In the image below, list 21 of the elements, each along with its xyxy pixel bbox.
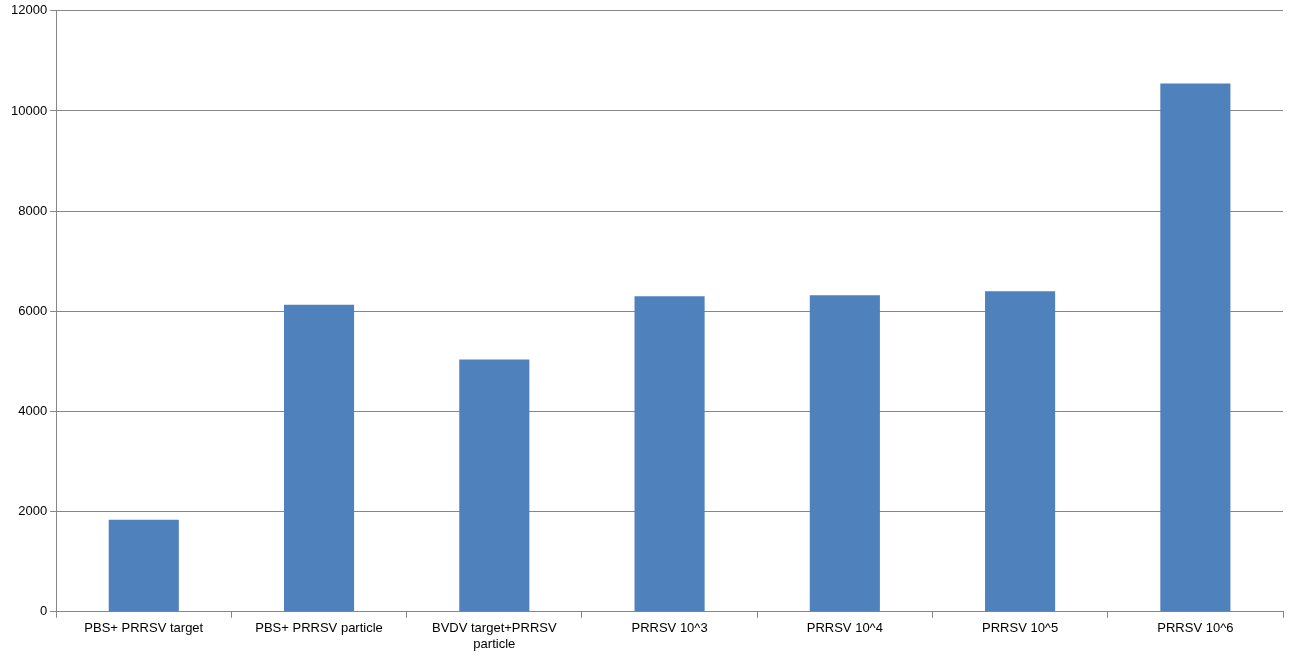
y-tick-label: 0 xyxy=(39,603,48,619)
y-tick-label: 10000 xyxy=(10,102,48,118)
y-tick-label: 8000 xyxy=(18,202,48,218)
bar xyxy=(108,519,179,612)
x-tick-label: PRRSV 10^4 xyxy=(806,620,883,636)
bar xyxy=(985,291,1056,612)
x-tick-label: PRRSV 10^5 xyxy=(982,620,1059,636)
x-tick-label: PBS+ PRRSV particle xyxy=(255,620,383,636)
bar xyxy=(809,295,880,612)
y-tick-label: 4000 xyxy=(18,403,48,419)
x-tick-label: PBS+ PRRSV target xyxy=(84,620,204,636)
bar xyxy=(283,304,355,612)
bar xyxy=(459,359,530,612)
y-tick-label: 12000 xyxy=(10,2,48,18)
x-tick-label: PRRSV 10^6 xyxy=(1157,620,1234,636)
y-tick-label: 2000 xyxy=(18,503,48,519)
x-tick-label: PRRSV 10^3 xyxy=(631,620,708,636)
x-tick-label: BVDV target+PRRSV particle xyxy=(431,620,557,651)
y-tick-label: 6000 xyxy=(18,302,48,318)
bar xyxy=(634,296,705,612)
bar xyxy=(1160,83,1231,612)
